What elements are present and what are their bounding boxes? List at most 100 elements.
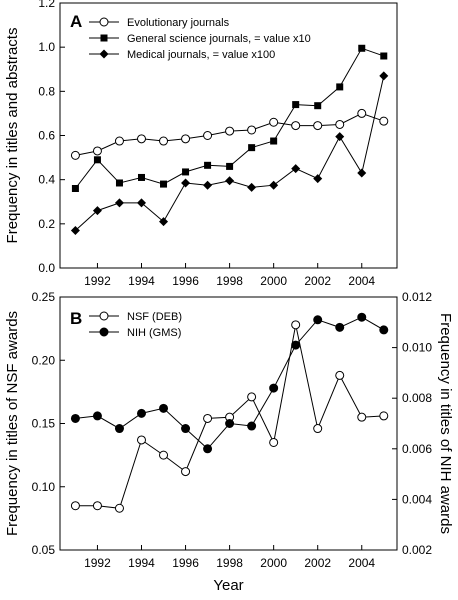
panel-b-series-1-point (181, 467, 191, 477)
panel-b-y-right-tick-label: 0.012 (402, 290, 432, 304)
panel-b-x-tick-label: 2002 (304, 556, 331, 570)
panel-b-series-1-point (136, 435, 146, 445)
panel-a-legend-marker-2 (100, 34, 108, 42)
panel-b-series-2-point (136, 408, 146, 418)
panel-a-series-1-point (357, 108, 367, 118)
panel-a-legend-label-2: General science journals, = value x10 (127, 33, 311, 45)
panel-a-series-1-point (203, 131, 213, 140)
panel-a-series-3-point (379, 71, 389, 81)
panel-a-legend-label-3: Medical journals, = value x100 (127, 49, 275, 61)
panel-b-x-tick-label: 2004 (348, 556, 375, 570)
panel-a-series-1-point (379, 116, 389, 126)
panel-a-series-2-point (314, 102, 322, 110)
panel-b-series-2-point (269, 383, 279, 393)
panel-b-series-2-point (247, 421, 257, 431)
panel-a-label: A (70, 12, 82, 31)
panel-b-series-2-point (159, 403, 169, 413)
panel-b-series-1-point (92, 501, 102, 511)
panel-a-series-3-point (70, 225, 80, 235)
panel-a-x-tick-label: 1996 (172, 274, 199, 288)
panel-a-series-1-point (136, 134, 146, 144)
panel-b-label: B (70, 309, 82, 328)
panel-a-y-tick-label: 1.2 (38, 0, 55, 10)
panel-a-series-3-point (269, 180, 279, 190)
panel-b-series-1-point (291, 320, 301, 330)
panel-b: B Frequency in titles of NSF awards Freq… (4, 290, 454, 594)
panel-a-y-tick-label: 0.0 (38, 261, 55, 275)
panel-b-series-2-point (225, 419, 235, 428)
panel-a-y-tick-label: 0.6 (38, 129, 55, 143)
panel-a-series-1-point (225, 126, 235, 136)
panel-b-y-tick-label: 0.10 (32, 480, 56, 494)
panel-b-x-tick-label: 1994 (128, 556, 155, 570)
panel-a-x-tick-label: 2000 (260, 274, 287, 288)
panel-b-y-axis-title-right: Frequency in titles of NIH awards (437, 313, 454, 534)
panel-b-series-1-point (269, 437, 279, 447)
panel-b-series-1-point (203, 413, 213, 423)
panel-a-series-1-point (313, 121, 323, 131)
panel-a-series-3-point (291, 164, 301, 174)
panel-a-series-2-point (248, 144, 256, 152)
panel-b-y-tick-label: 0.05 (32, 543, 56, 557)
panel-a-series-1-point (159, 136, 169, 146)
panel-a: A Frequency in titles and abstracts 1992… (4, 0, 398, 288)
panel-a-series-3-point (159, 217, 169, 227)
panel-a-legend-marker-1 (99, 17, 109, 27)
panel-b-series-1-point (159, 450, 169, 460)
panel-a-series-1-point (181, 134, 191, 144)
panel-b-y-tick-label: 0.15 (32, 417, 56, 431)
panel-b-series-1-point (313, 424, 323, 434)
panel-a-y-tick-label: 1.0 (38, 40, 55, 54)
panel-a-series-1-point (335, 119, 345, 129)
panel-a-series-3-point (114, 198, 124, 208)
panel-a-series-3-point (335, 132, 345, 142)
panel-a-series-3-point (225, 176, 235, 186)
panel-a-series-3-point (136, 198, 146, 208)
panel-a-series-3-point (313, 174, 323, 184)
panel-b-legend-label-1: NSF (DEB) (127, 311, 182, 323)
panel-b-x-tick-label: 1992 (84, 556, 111, 570)
panel-b-y-tick-label: 0.25 (32, 290, 56, 304)
panel-a-y-tick-label: 0.2 (38, 217, 55, 231)
panel-b-legend-marker-1 (99, 311, 109, 321)
panel-b-series-2-point (313, 315, 323, 325)
panel-a-y-tick-label: 0.4 (38, 173, 55, 187)
panel-b-series-2-point (114, 424, 124, 434)
panel-a-series-3-point (247, 182, 257, 192)
panel-a-x-tick-label: 2002 (304, 274, 331, 288)
panel-a-series-3-point (357, 168, 367, 178)
panel-b-x-tick-label: 1996 (172, 556, 199, 570)
panel-b-series-1-point (335, 370, 345, 380)
panel-b-series-1-point (70, 501, 80, 511)
panel-a-series-1-point (114, 136, 124, 146)
panel-b-legend-label-2: NIH (GMS) (127, 327, 181, 339)
panel-a-series-2-point (358, 44, 366, 52)
panel-a-series-1-point (70, 150, 80, 160)
panel-b-series-2-point (379, 325, 389, 335)
panel-a-series-2-point (160, 180, 168, 188)
panel-a-series-1-point (269, 117, 279, 127)
panel-b-y-right-tick-label: 0.006 (402, 442, 432, 456)
panel-a-series-3-point (203, 180, 213, 190)
panel-a-x-tick-label: 2004 (348, 274, 375, 288)
panel-b-series-1-point (247, 392, 257, 402)
panel-a-series-2-point (292, 101, 300, 109)
panel-a-series-2-point (204, 161, 212, 169)
x-axis-title: Year (213, 577, 243, 594)
panel-b-y-axis-title-left: Frequency in titles of NSF awards (4, 311, 21, 536)
panel-a-series-1-point (92, 146, 102, 156)
panel-b-legend: NSF (DEB) NIH (GMS) (89, 311, 182, 339)
panel-b-series-2-point (357, 312, 367, 322)
panel-a-series-2-point (226, 162, 234, 170)
panel-a-ticks: 1992 1994 1996 1998 2000 2002 2004 0.0 0.2 0.4 0.6… (38, 0, 375, 288)
panel-a-series-2-point (71, 185, 79, 192)
panel-b-ticks: 1992 1994 1996 1998 2000 2002 2004 0.05 0.10 0.15… (32, 290, 433, 570)
panel-a-legend-label-1: Evolutionary journals (127, 17, 230, 29)
panel-a-legend-marker-3 (99, 49, 109, 59)
panel-a-series-3-point (92, 206, 102, 216)
panel-a-series-2-point (137, 173, 145, 181)
panel-b-series (70, 312, 389, 513)
panel-b-series-2-point (203, 444, 213, 454)
panel-b-series-2-point (291, 340, 301, 350)
panel-b-y-right-tick-label: 0.002 (402, 543, 432, 557)
